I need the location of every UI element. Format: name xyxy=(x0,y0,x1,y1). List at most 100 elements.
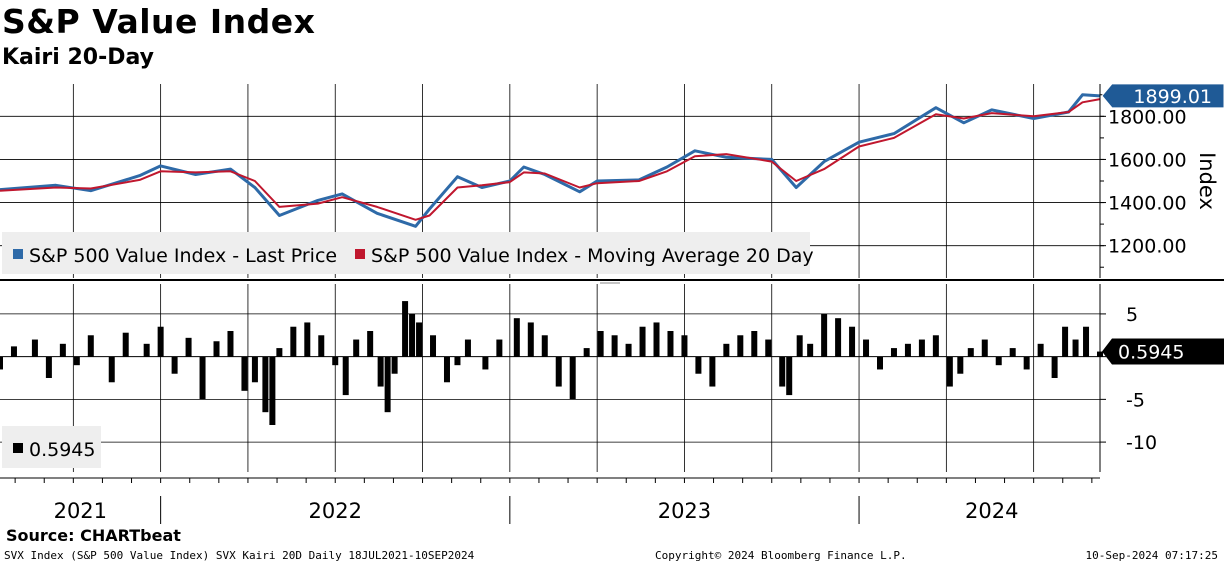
x-year-label: 2022 xyxy=(309,499,362,523)
kairi-ytick-label: 5 xyxy=(1126,304,1138,326)
kairi-bar xyxy=(227,331,234,357)
kairi-bar xyxy=(391,356,398,374)
kairi-bar xyxy=(213,341,220,357)
kairi-bar xyxy=(821,313,828,357)
kairi-bar xyxy=(967,348,974,357)
legend-swatch-kairi xyxy=(13,443,23,453)
kairi-bar xyxy=(143,343,150,357)
kairi-bar xyxy=(384,356,391,413)
kairi-bar xyxy=(1083,326,1090,357)
kairi-bar xyxy=(597,331,604,357)
kairi-bar xyxy=(849,326,856,357)
kairi-bar xyxy=(122,332,129,357)
kairi-bar xyxy=(87,335,94,357)
kairi-bar xyxy=(583,348,590,357)
footer-copyright: Copyright© 2024 Bloomberg Finance L.P. xyxy=(655,549,907,562)
kairi-bar xyxy=(709,356,716,387)
x-year-label: 2024 xyxy=(965,499,1018,523)
kairi-bar xyxy=(59,343,66,357)
kairi-bar xyxy=(409,313,416,357)
chart-title: S&P Value Index xyxy=(2,2,316,41)
price-ytick-label: 1600.00 xyxy=(1108,149,1187,171)
kairi-bar xyxy=(513,318,520,357)
chart-subtitle: Kairi 20-Day xyxy=(2,45,155,70)
kairi-bar xyxy=(957,356,964,374)
kairi-bar xyxy=(737,335,744,357)
kairi-bar xyxy=(786,356,793,396)
last-price-flag xyxy=(1101,83,1224,109)
price-legend-box xyxy=(2,232,810,274)
kairi-bar xyxy=(290,326,297,357)
kairi-bar xyxy=(1023,356,1030,370)
kairi-bar xyxy=(304,322,311,357)
kairi-bar xyxy=(995,356,1002,366)
kairi-bar xyxy=(796,335,803,357)
legend-swatch-moving-average xyxy=(355,249,365,259)
kairi-bar xyxy=(611,335,618,357)
kairi-bar xyxy=(171,356,178,374)
kairi-bar xyxy=(890,348,897,357)
kairi-bar xyxy=(877,356,883,370)
price-ytick-label: 1400.00 xyxy=(1108,193,1187,215)
kairi-bar xyxy=(541,335,548,357)
kairi-bar xyxy=(269,356,276,425)
kairi-bar xyxy=(807,343,814,357)
legend-label-kairi: 0.5945 xyxy=(29,439,95,461)
kairi-bar xyxy=(667,331,674,357)
price-ytick-label: 1200.00 xyxy=(1108,236,1187,258)
kairi-bar xyxy=(482,356,489,370)
kairi-bar xyxy=(904,343,911,357)
kairi-ytick-label: -5 xyxy=(1126,389,1145,411)
kairi-bar xyxy=(108,356,115,383)
footer-timestamp: 10-Sep-2024 07:17:25 xyxy=(1085,549,1218,562)
kairi-bar xyxy=(779,356,786,387)
kairi-bar xyxy=(496,339,503,357)
kairi-bar xyxy=(199,356,206,400)
kairi-bar xyxy=(353,339,360,357)
kairi-bar xyxy=(681,335,688,357)
kairi-bar xyxy=(377,356,384,387)
kairi-bar xyxy=(416,322,423,357)
kairi-bar xyxy=(342,356,349,396)
x-year-label: 2021 xyxy=(54,499,107,523)
kairi-bar xyxy=(981,339,988,357)
kairi-bar xyxy=(1009,348,1016,357)
kairi-bar xyxy=(251,356,258,383)
kairi-bar xyxy=(262,356,269,413)
x-year-label: 2023 xyxy=(658,499,711,523)
kairi-bar xyxy=(527,322,534,357)
kairi-bar xyxy=(0,356,3,370)
kairi-bar xyxy=(45,356,52,378)
kairi-bar xyxy=(430,335,437,357)
kairi-bar xyxy=(918,339,925,357)
kairi-bar xyxy=(946,356,953,387)
kairi-bar xyxy=(863,339,870,357)
kairi-bar xyxy=(464,339,471,357)
kairi-bar xyxy=(723,343,730,357)
kairi-bar xyxy=(765,339,772,357)
source-label: Source: CHARTbeat xyxy=(6,526,181,545)
kairi-bar xyxy=(10,346,17,357)
kairi-bar xyxy=(695,356,702,374)
kairi-bar xyxy=(402,301,409,357)
kairi-bar xyxy=(31,339,38,357)
moving-average-line xyxy=(0,98,1101,221)
kairi-panel-bg xyxy=(0,284,1100,472)
footer-index-info: SVX Index (S&P 500 Value Index) SVX Kair… xyxy=(4,549,475,562)
kairi-bar xyxy=(1051,356,1058,378)
kairi-bar xyxy=(157,326,164,357)
kairi-bar xyxy=(835,318,842,357)
kairi-bar xyxy=(555,356,562,387)
price-y-axis-title: Index xyxy=(1195,152,1219,210)
last-price-value: 1899.01 xyxy=(1133,86,1212,108)
legend-swatch-last-price xyxy=(13,249,23,259)
kairi-bar xyxy=(1072,339,1079,357)
price-ytick-label: 1800.00 xyxy=(1108,106,1187,128)
kairi-bar xyxy=(625,343,632,357)
kairi-bar xyxy=(653,322,660,357)
kairi-bar xyxy=(332,356,339,366)
kairi-bar xyxy=(73,356,80,366)
kairi-bar xyxy=(932,335,939,357)
kairi-last-flag xyxy=(1102,338,1224,365)
